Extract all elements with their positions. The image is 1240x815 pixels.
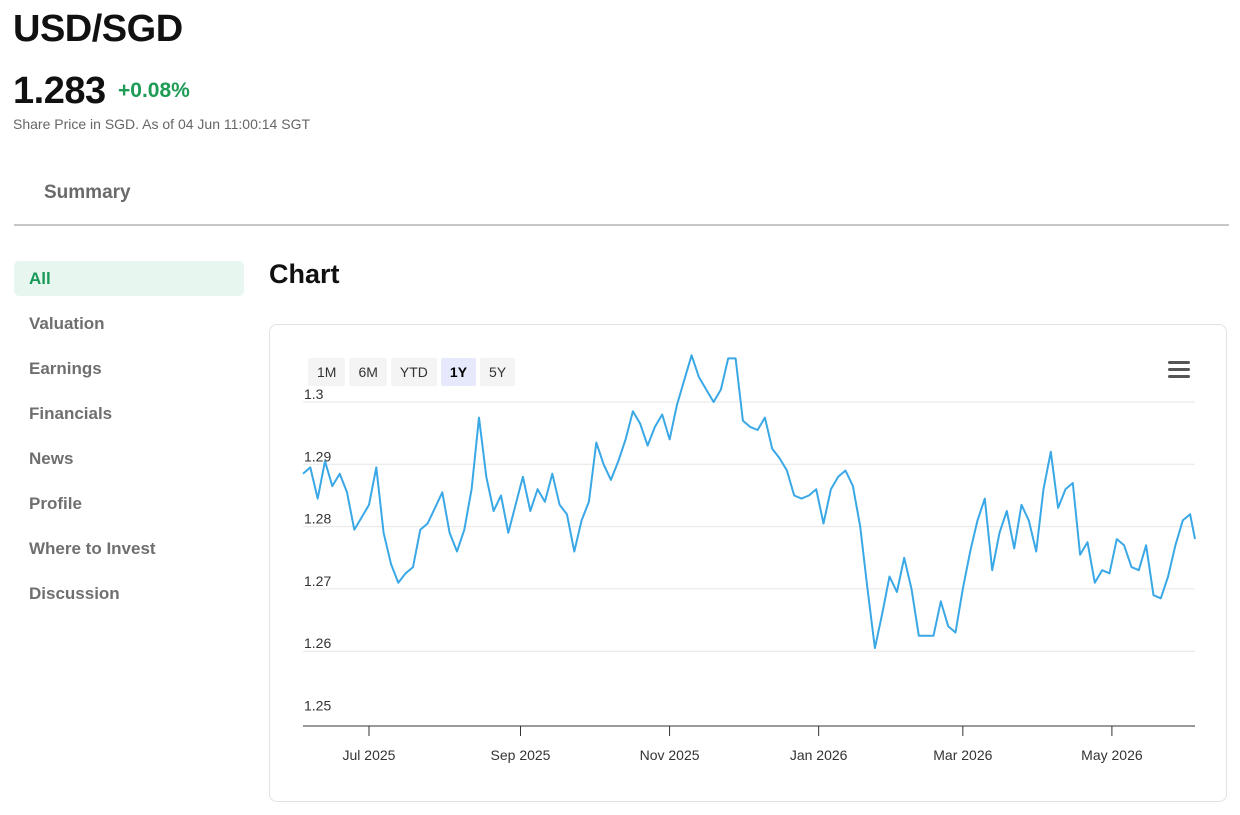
x-tick-label: Jan 2026 <box>790 747 848 763</box>
price-series-line <box>302 354 1196 650</box>
sidebar-item-financials[interactable]: Financials <box>29 404 113 423</box>
price-timestamp: Share Price in SGD. As of 04 Jun 11:00:1… <box>13 116 311 132</box>
current-price: 1.283 <box>13 70 106 112</box>
range-button-1y[interactable]: 1Y <box>440 358 477 386</box>
price-line-chart: 1.25 1.26 1.27 1.28 1.29 1.3 Jul 2025 Sep 2025 N… <box>302 354 1196 763</box>
section-title-chart: Chart <box>269 259 340 289</box>
menu-bar <box>1168 361 1190 364</box>
range-button-6m[interactable]: 6M <box>349 358 387 386</box>
range-button-ytd[interactable]: YTD <box>390 358 437 386</box>
chart-card: 1M 6M YTD 1Y 5Y 1.25 1.26 1.27 1.28 1.29 1.3 J… <box>269 324 1227 802</box>
y-tick-label: 1.27 <box>304 573 331 589</box>
sidebar-item-where-to-invest[interactable]: Where to Invest <box>29 539 156 558</box>
sidebar-nav: All Valuation Earnings Financials News P… <box>14 261 244 621</box>
y-tick-label: 1.29 <box>304 448 331 464</box>
sidebar-item-profile[interactable]: Profile <box>29 494 82 513</box>
menu-bar <box>1168 375 1190 378</box>
sidebar-item-earnings[interactable]: Earnings <box>29 359 102 378</box>
sidebar-item-all[interactable]: All <box>14 261 244 296</box>
x-tick-label: Jul 2025 <box>343 747 396 763</box>
sidebar-item-discussion[interactable]: Discussion <box>29 584 120 603</box>
y-tick-label: 1.25 <box>304 698 331 714</box>
sidebar-item-news[interactable]: News <box>29 449 74 468</box>
y-tick-label: 1.3 <box>304 386 324 402</box>
x-tick-label: Nov 2025 <box>640 747 700 763</box>
page-title: USD/SGD <box>13 8 183 50</box>
hamburger-menu-icon[interactable] <box>1168 361 1190 381</box>
range-button-5y[interactable]: 5Y <box>480 358 516 386</box>
menu-bar <box>1168 368 1190 371</box>
tab-summary[interactable]: Summary <box>44 182 131 203</box>
y-tick-label: 1.26 <box>304 635 331 651</box>
sidebar-item-valuation[interactable]: Valuation <box>29 314 105 333</box>
range-button-1m[interactable]: 1M <box>308 358 346 386</box>
y-tick-label: 1.28 <box>304 511 331 527</box>
range-selector: 1M 6M YTD 1Y 5Y <box>308 358 516 386</box>
x-tick-label: Sep 2025 <box>491 747 551 763</box>
tab-bar: Summary <box>14 166 1229 226</box>
price-change: +0.08% <box>118 79 190 102</box>
x-tick-label: May 2026 <box>1081 747 1143 763</box>
x-tick-label: Mar 2026 <box>933 747 992 763</box>
